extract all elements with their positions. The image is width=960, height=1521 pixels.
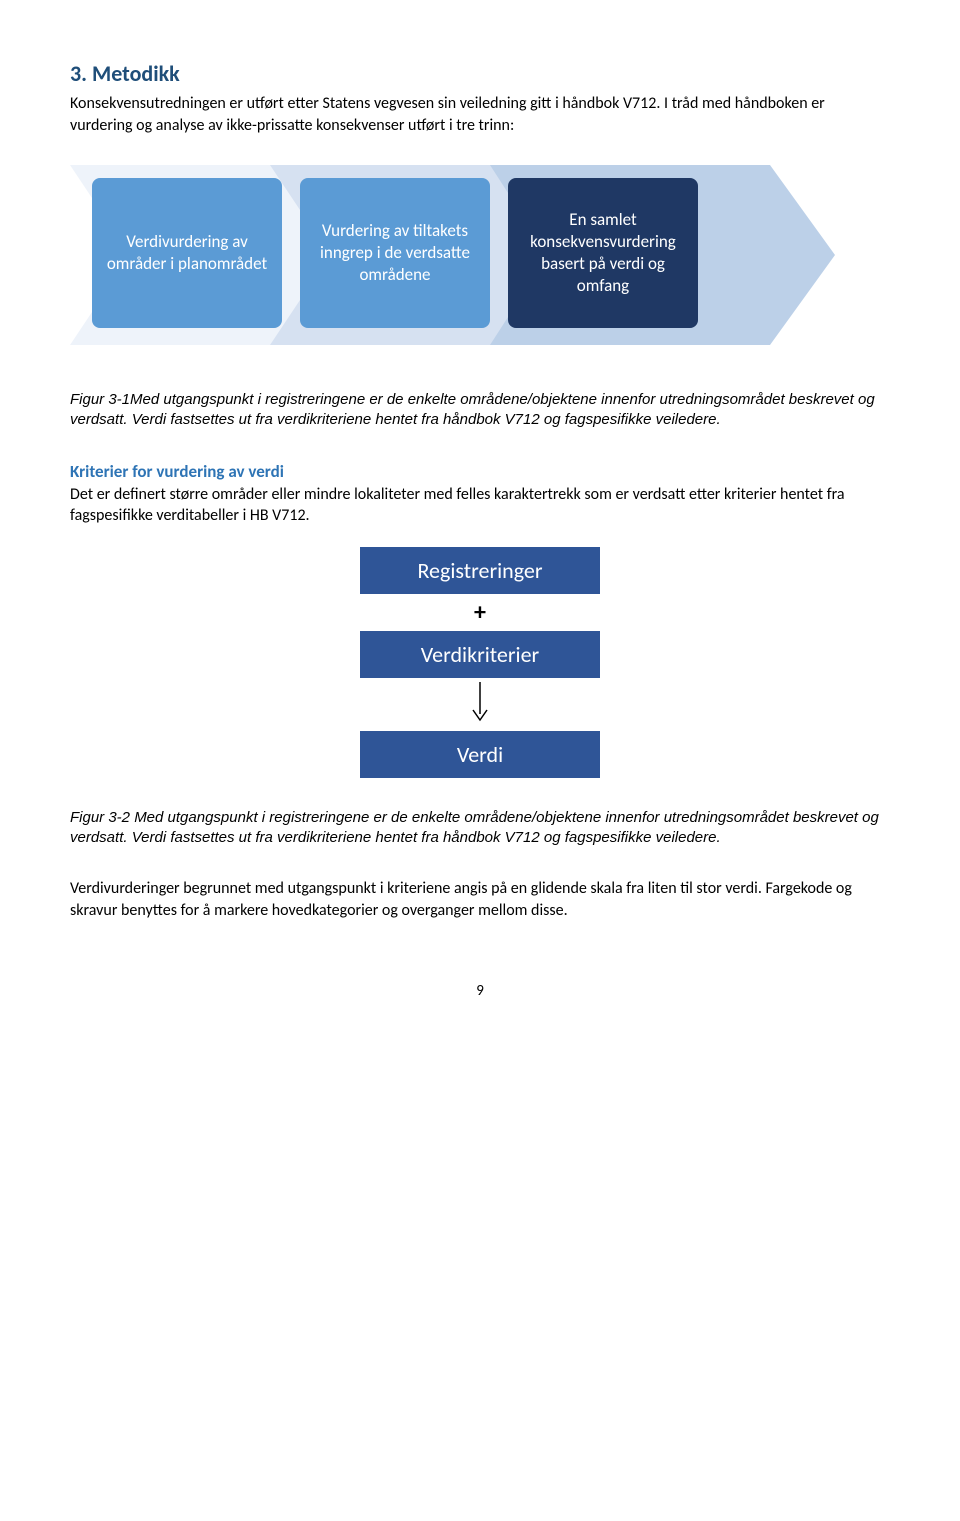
kriterier-text: Det er definert større områder eller min…	[70, 484, 890, 527]
page-number: 9	[70, 982, 890, 1000]
flow-box-2: Vurdering av tiltakets inngrep i de verd…	[300, 178, 490, 328]
figure-3-2-caption: Figur 3-2 Med utgangspunkt i registrerin…	[70, 808, 890, 849]
flow-diagram: Verdivurdering av områder i planområdet …	[70, 150, 890, 360]
stack-arrow-down	[360, 678, 600, 731]
figure-3-1-caption: Figur 3-1Med utgangspunkt i registrering…	[70, 390, 890, 431]
verdi-stack-diagram: Registreringer + Verdikriterier Verdi	[360, 547, 600, 778]
stack-plus: +	[360, 594, 600, 631]
closing-paragraph: Verdivurderinger begrunnet med utgangspu…	[70, 878, 890, 921]
flow-box-3: En samlet konsekvensvurdering basert på …	[508, 178, 698, 328]
stack-box-registreringer: Registreringer	[360, 547, 600, 594]
stack-box-verdikriterier: Verdikriterier	[360, 631, 600, 678]
section-heading: 3. Metodikk	[70, 60, 890, 87]
kriterier-heading: Kriterier for vurdering av verdi	[70, 461, 890, 482]
stack-box-verdi: Verdi	[360, 731, 600, 778]
intro-paragraph: Konsekvensutredningen er utført etter St…	[70, 93, 890, 136]
flow-boxes-row: Verdivurdering av områder i planområdet …	[92, 178, 698, 328]
flow-box-1: Verdivurdering av områder i planområdet	[92, 178, 282, 328]
